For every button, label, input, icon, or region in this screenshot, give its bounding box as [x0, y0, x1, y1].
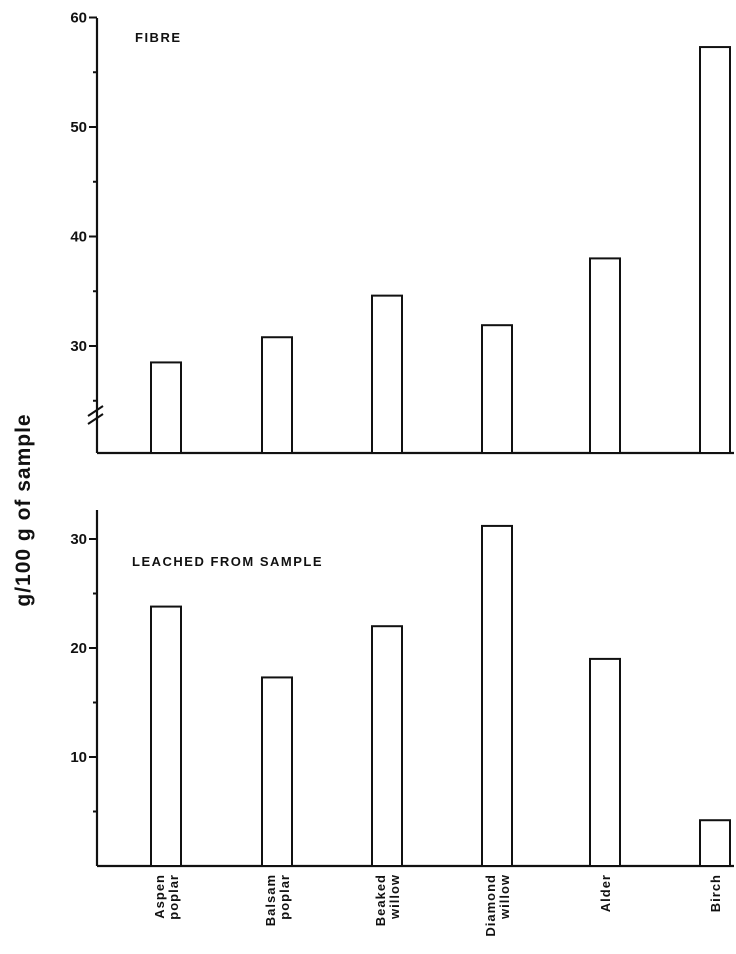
leached-panel-title: LEACHED FROM SAMPLE — [132, 554, 323, 569]
leached-bar-aspen-poplar — [150, 605, 182, 868]
fibre-bar-diamond-willow — [481, 324, 513, 455]
category-label: Birch — [708, 874, 723, 912]
leached-bar-birch — [699, 819, 731, 867]
leached-bar-beaked-willow — [371, 625, 403, 868]
leached-panel: LEACHED FROM SAMPLE 10 20 30 — [70, 510, 734, 868]
category-label-line: Beaked — [373, 874, 388, 926]
fibre-bar-beaked-willow — [371, 294, 403, 454]
fibre-y-tick-label: 40 — [70, 229, 87, 246]
category-label: Beaked willow — [373, 874, 402, 926]
y-axis-label: g/100 g of sample — [12, 413, 35, 606]
category-label: Aspen poplar — [152, 874, 181, 920]
axis-break-mark — [87, 405, 104, 417]
leached-bar-diamond-willow — [481, 524, 513, 867]
category-label: Balsam poplar — [263, 874, 292, 926]
leached-y-tick-label: 10 — [70, 749, 87, 766]
category-label-line: Aspen — [152, 874, 167, 919]
category-label-line: poplar — [166, 874, 181, 920]
category-label-line: poplar — [277, 874, 292, 920]
category-label-line: Diamond — [483, 874, 498, 937]
category-labels: Aspen poplar Balsam poplar Beaked willow Diamo… — [152, 874, 723, 937]
category-label-line: willow — [497, 874, 512, 920]
fibre-y-tick-label: 50 — [70, 119, 87, 136]
category-label-line: Birch — [708, 874, 723, 912]
category-label: Alder — [598, 874, 613, 912]
category-label-line: Alder — [598, 874, 613, 912]
leached-y-tick-label: 30 — [70, 531, 87, 548]
fibre-bar-alder — [589, 257, 621, 454]
fibre-y-tick-label: 30 — [70, 338, 87, 355]
leached-bar-alder — [589, 657, 621, 868]
leached-bar-balsam-poplar — [261, 676, 293, 867]
category-label-line: Balsam — [263, 874, 278, 926]
fibre-bar-balsam-poplar — [261, 336, 293, 454]
category-label-line: willow — [387, 874, 402, 920]
fibre-bar-birch — [699, 46, 731, 454]
axis-break-mark — [87, 413, 104, 425]
fibre-panel-title: FIBRE — [135, 30, 182, 45]
leached-y-tick-label: 20 — [70, 640, 87, 657]
fibre-bar-aspen-poplar — [150, 361, 182, 454]
fibre-y-tick-label: 60 — [70, 10, 87, 27]
category-label: Diamond willow — [483, 874, 512, 937]
fibre-panel: FIBRE 30 40 50 60 — [70, 10, 734, 455]
